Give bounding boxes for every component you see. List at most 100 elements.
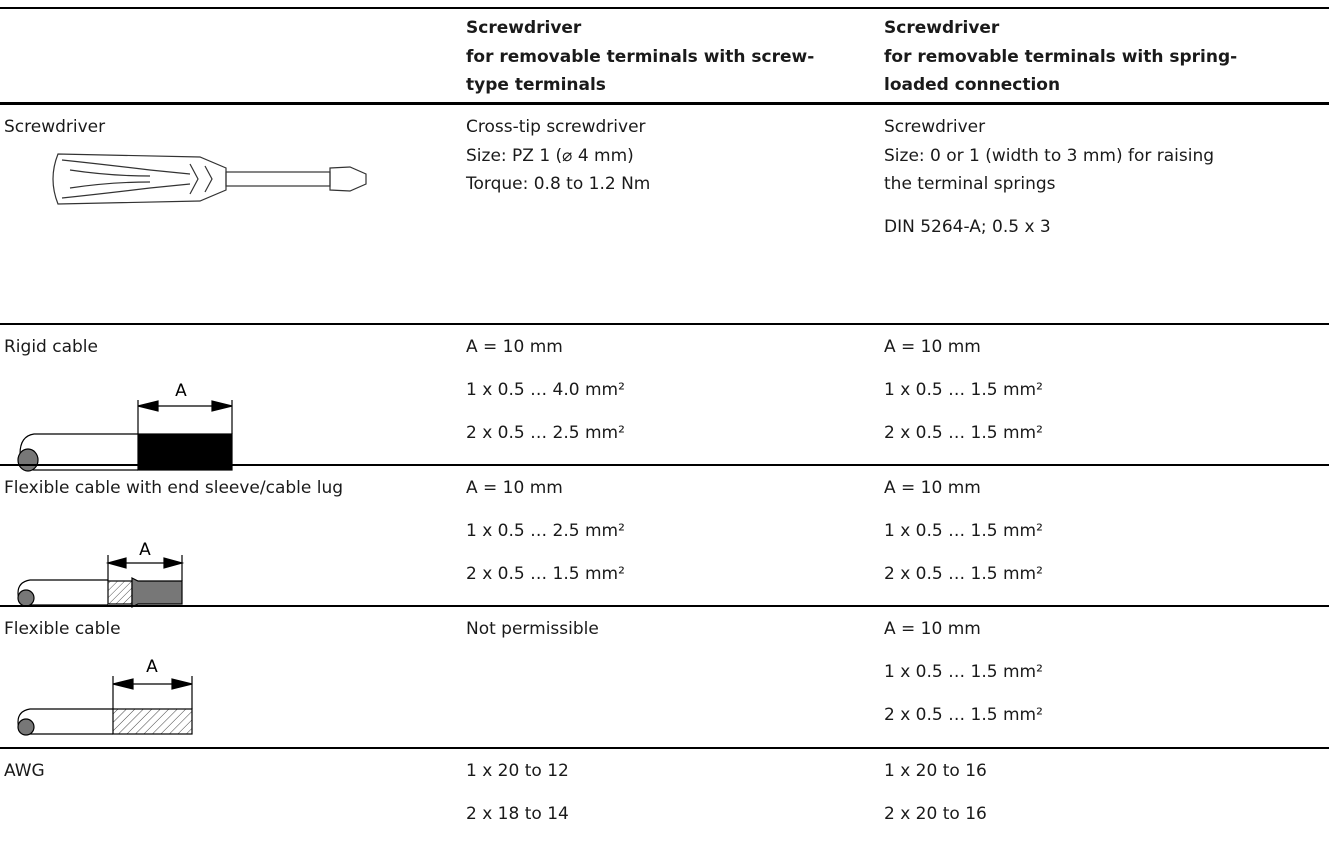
paragraph: A = 10 mm <box>466 474 625 503</box>
header-line: loaded connection <box>884 75 1061 95</box>
text-line: 2 x 0.5 … 1.5 mm² <box>884 705 1043 725</box>
value-cell: Cross-tip screwdriver Size: PZ 1 (⌀ 4 mm)… <box>466 113 650 213</box>
paragraph: 2 x 20 to 16 <box>884 800 987 829</box>
drawing-part <box>17 400 233 472</box>
text-line: 2 x 0.5 … 1.5 mm² <box>466 564 625 584</box>
drawing-part <box>61 159 213 199</box>
header-line: type terminals <box>466 75 606 95</box>
paragraph: 1 x 20 to 16 <box>884 757 987 786</box>
drawing-part <box>17 676 193 736</box>
text-line: Not permissible <box>466 619 599 639</box>
paragraph: A = 10 mm <box>884 615 1043 644</box>
drawing-part <box>112 678 193 690</box>
text-line: the terminal springs <box>884 174 1056 194</box>
drawing-part <box>52 153 367 205</box>
drawing-part <box>329 166 367 192</box>
illustration: A <box>17 657 193 736</box>
row-label-cell: AWG <box>4 757 45 786</box>
row-label-cell: Screwdriver <box>4 113 105 142</box>
paragraph: 2 x 18 to 14 <box>466 800 569 829</box>
header-cell: Screwdriver for removable terminals with … <box>466 14 814 100</box>
drawing-part <box>17 589 35 607</box>
text-line: 1 x 0.5 … 2.5 mm² <box>466 521 625 541</box>
value-cell: 1 x 20 to 12 2 x 18 to 14 <box>466 757 569 843</box>
drawing-part <box>137 400 233 412</box>
paragraph: 1 x 0.5 … 4.0 mm² <box>466 376 625 405</box>
row-label-cell: Flexible cable <box>4 615 121 644</box>
text-line: 2 x 0.5 … 1.5 mm² <box>884 423 1043 443</box>
paragraph: 2 x 0.5 … 1.5 mm² <box>884 560 1043 589</box>
value-cell: A = 10 mm 1 x 0.5 … 1.5 mm² 2 x 0.5 … 1.5 … <box>884 615 1043 744</box>
dimension-label: A <box>175 381 187 401</box>
text-line: A = 10 mm <box>884 478 981 498</box>
text-line: 2 x 0.5 … 1.5 mm² <box>884 564 1043 584</box>
header-rule <box>0 102 1329 105</box>
drawing-part <box>225 171 331 187</box>
row-label: Rigid cable <box>4 337 98 357</box>
paragraph: A = 10 mm <box>466 333 625 362</box>
text-line: 1 x 0.5 … 4.0 mm² <box>466 380 625 400</box>
drawing-part <box>107 580 133 605</box>
value-cell: 1 x 20 to 16 2 x 20 to 16 <box>884 757 987 843</box>
text-line: 1 x 20 to 16 <box>884 761 987 781</box>
paragraph: A = 10 mm <box>884 474 1043 503</box>
top-rule <box>0 7 1329 9</box>
illustration <box>52 153 367 205</box>
drawing-part <box>105 557 185 569</box>
paragraph: Cross-tip screwdriver Size: PZ 1 (⌀ 4 mm)… <box>466 113 650 199</box>
paragraph: Not permissible <box>466 615 599 644</box>
value-cell: A = 10 mm 1 x 0.5 … 2.5 mm² 2 x 0.5 … 1.5 … <box>466 474 625 603</box>
text-line: Cross-tip screwdriver <box>466 117 646 137</box>
paragraph: 1 x 0.5 … 1.5 mm² <box>884 376 1043 405</box>
header-line: Screwdriver <box>884 18 1000 38</box>
paragraph: DIN 5264-A; 0.5 x 3 <box>884 213 1214 242</box>
value-cell: A = 10 mm 1 x 0.5 … 4.0 mm² 2 x 0.5 … 2.5 … <box>466 333 625 462</box>
text-line: 2 x 0.5 … 2.5 mm² <box>466 423 625 443</box>
row-rule <box>0 323 1329 325</box>
text-line: A = 10 mm <box>884 619 981 639</box>
header-line: for removable terminals with screw- <box>466 46 815 67</box>
row-label: Flexible cable with end sleeve/cable lug <box>4 478 344 498</box>
text-line: DIN 5264-A; 0.5 x 3 <box>884 217 1051 237</box>
header-line: for removable terminals with spring- <box>884 46 1238 67</box>
value-cell: Screwdriver Size: 0 or 1 (width to 3 mm) … <box>884 113 1214 256</box>
text-line: Screwdriver <box>884 117 986 137</box>
text-line: 2 x 20 to 16 <box>884 804 987 824</box>
text-line: Size: 0 or 1 (width to 3 mm) for raising <box>884 145 1215 166</box>
paragraph: A = 10 mm <box>884 333 1043 362</box>
text-line: Torque: 0.8 to 1.2 Nm <box>466 174 651 194</box>
text-line: 1 x 20 to 12 <box>466 761 569 781</box>
value-cell: A = 10 mm 1 x 0.5 … 1.5 mm² 2 x 0.5 … 1.5 … <box>884 474 1043 603</box>
row-label-cell: Flexible cable with end sleeve/cable lug <box>4 474 343 503</box>
paragraph: 1 x 0.5 … 1.5 mm² <box>884 658 1043 687</box>
drawing-part <box>112 708 193 735</box>
row-rule <box>0 464 1329 466</box>
text-line: Size: PZ 1 (⌀ 4 mm) <box>466 145 634 166</box>
paragraph: 2 x 0.5 … 1.5 mm² <box>466 560 625 589</box>
text-line: A = 10 mm <box>466 478 563 498</box>
text-line: A = 10 mm <box>884 337 981 357</box>
drawing-part <box>131 577 183 608</box>
header-line: Screwdriver <box>466 18 582 38</box>
drawing-part <box>17 555 185 608</box>
paragraph: 1 x 0.5 … 2.5 mm² <box>466 517 625 546</box>
paragraph: 2 x 0.5 … 1.5 mm² <box>884 701 1043 730</box>
row-label: AWG <box>4 761 45 781</box>
value-cell: Not permissible <box>466 615 599 658</box>
row-label: Flexible cable <box>4 619 121 639</box>
paragraph: 1 x 20 to 12 <box>466 757 569 786</box>
text-line: 2 x 18 to 14 <box>466 804 569 824</box>
text-line: 1 x 0.5 … 1.5 mm² <box>884 662 1043 682</box>
illustration: A <box>17 381 233 472</box>
row-rule <box>0 605 1329 607</box>
header-cell: Screwdriver for removable terminals with … <box>884 14 1237 100</box>
row-rule <box>0 747 1329 749</box>
value-cell: A = 10 mm 1 x 0.5 … 1.5 mm² 2 x 0.5 … 1.5 … <box>884 333 1043 462</box>
dimension-label: A <box>139 540 151 560</box>
illustration: A <box>17 540 185 608</box>
paragraph: 1 x 0.5 … 1.5 mm² <box>884 517 1043 546</box>
paragraph: 2 x 0.5 … 1.5 mm² <box>884 419 1043 448</box>
drawing-part <box>17 718 35 736</box>
paragraph: Screwdriver Size: 0 or 1 (width to 3 mm) … <box>884 113 1214 199</box>
